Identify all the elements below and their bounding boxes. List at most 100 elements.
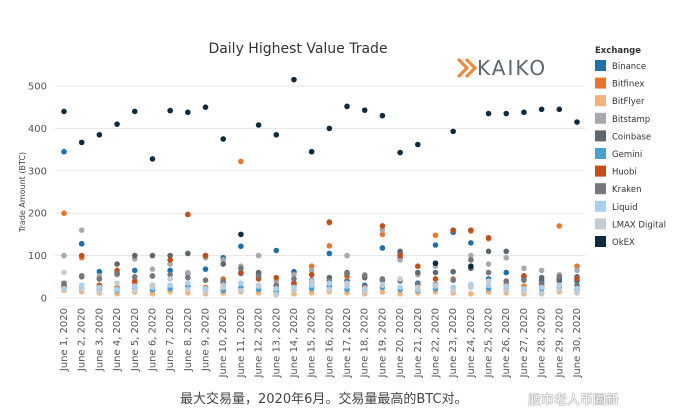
data-point — [379, 112, 386, 119]
data-point — [78, 286, 85, 293]
data-point — [78, 274, 85, 280]
x-tick-label: June 3, 2020 — [94, 308, 105, 372]
data-point — [291, 276, 297, 282]
legend-swatch — [595, 77, 606, 89]
data-point — [485, 110, 492, 117]
data-point — [167, 267, 173, 274]
legend-label: Gemini — [612, 150, 642, 160]
data-point — [538, 274, 545, 281]
data-point — [538, 106, 545, 113]
data-point — [503, 248, 510, 255]
data-point — [149, 252, 156, 259]
data-point — [308, 290, 315, 296]
data-point — [255, 282, 262, 289]
data-point — [361, 107, 368, 113]
data-point — [450, 277, 456, 283]
data-point — [397, 248, 403, 255]
data-point — [220, 136, 227, 142]
x-tick-label: June 15, 2020 — [307, 308, 318, 379]
legend-title: Exchange — [595, 46, 641, 56]
data-point — [521, 288, 527, 295]
legend-swatch — [595, 218, 606, 230]
data-point — [503, 269, 510, 276]
data-point — [556, 274, 563, 280]
data-point — [379, 282, 386, 289]
data-point — [185, 274, 191, 281]
data-point — [96, 131, 103, 138]
data-point — [220, 257, 227, 263]
data-point — [450, 128, 456, 135]
data-point — [379, 245, 386, 251]
data-point — [185, 109, 191, 116]
data-point — [167, 282, 173, 289]
data-point — [202, 277, 209, 283]
data-point — [96, 276, 103, 282]
data-point — [485, 282, 492, 289]
data-point — [538, 284, 545, 291]
data-point — [450, 287, 456, 294]
data-point — [78, 227, 85, 233]
data-point — [414, 263, 421, 270]
data-point — [308, 267, 315, 274]
x-tick-label: June 13, 2020 — [271, 308, 282, 379]
x-tick-label: June 23, 2020 — [448, 308, 459, 379]
data-point — [468, 257, 474, 263]
data-point — [131, 274, 138, 280]
x-tick-label: June 1, 2020 — [59, 308, 70, 372]
data-point — [238, 243, 244, 250]
data-point — [185, 269, 191, 276]
data-point — [344, 270, 350, 277]
data-point — [131, 108, 138, 115]
legend-swatch — [595, 165, 606, 177]
data-point — [432, 260, 439, 267]
data-point — [61, 148, 67, 155]
data-point — [468, 252, 474, 259]
data-point — [432, 282, 439, 289]
data-point — [149, 266, 156, 272]
data-point — [61, 269, 67, 276]
y-axis-title: Trade Amount (BTC) — [18, 152, 27, 233]
data-point — [468, 290, 474, 297]
legend-swatch — [595, 112, 606, 124]
data-point — [202, 104, 209, 110]
data-point — [291, 280, 297, 286]
data-point — [503, 254, 510, 261]
data-point — [291, 271, 297, 278]
legend-label: Huobi — [612, 168, 637, 178]
data-point — [131, 267, 138, 274]
data-point — [114, 286, 120, 293]
x-tick-label: June 9, 2020 — [201, 308, 212, 372]
data-point — [450, 268, 456, 275]
data-point — [238, 158, 244, 165]
legend-swatch — [595, 130, 606, 142]
x-tick-label: June 6, 2020 — [147, 308, 158, 372]
legend-swatch — [595, 183, 606, 195]
data-point — [308, 271, 315, 278]
data-point — [149, 282, 156, 289]
data-point — [131, 278, 138, 284]
data-point — [273, 131, 280, 138]
data-point — [397, 252, 403, 259]
brand-name: KAIKO — [477, 56, 547, 80]
data-point — [185, 250, 191, 257]
x-tick-label: June 24, 2020 — [466, 308, 477, 379]
data-point — [397, 290, 403, 297]
data-point — [185, 286, 191, 293]
y-tick-label: 100 — [28, 251, 47, 262]
x-tick-label: June 7, 2020 — [165, 308, 176, 372]
data-point — [202, 288, 209, 295]
data-point — [503, 110, 510, 117]
data-point — [574, 267, 580, 274]
data-point — [326, 250, 333, 257]
data-point — [414, 269, 421, 276]
data-point — [379, 223, 386, 229]
x-tick-label: June 26, 2020 — [501, 308, 512, 379]
data-point — [114, 280, 120, 286]
data-point — [238, 231, 244, 238]
data-point — [308, 148, 315, 155]
data-point — [503, 278, 510, 284]
data-point — [78, 252, 85, 259]
data-point — [468, 240, 474, 246]
data-point — [185, 280, 191, 286]
data-point — [291, 76, 297, 83]
